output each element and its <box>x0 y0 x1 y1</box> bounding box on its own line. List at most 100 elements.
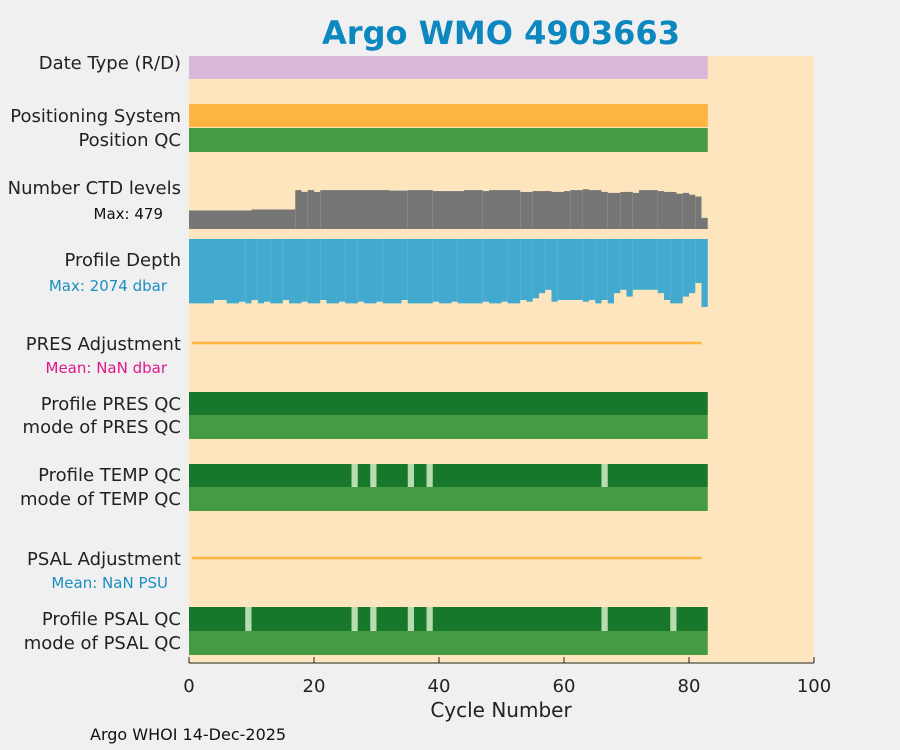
ctd-levels-bar <box>489 190 521 229</box>
position-qc-bar <box>189 128 708 152</box>
profile-depth-bar <box>551 239 558 302</box>
ctd-levels-bar <box>520 191 533 229</box>
ctd-levels-bar <box>620 191 633 229</box>
ctd-levels-bar <box>570 190 583 229</box>
temp-qc-flag <box>370 464 377 487</box>
ctd-levels-bar <box>682 192 689 229</box>
mode-psal-qc-bar <box>189 631 708 655</box>
label-profile-depth: Profile Depth <box>64 250 181 271</box>
ctd-levels-bar <box>301 191 308 229</box>
profile-depth-bar <box>326 239 339 304</box>
label-profile-psal-qc: Profile PSAL QC <box>42 609 181 630</box>
profile-depth-bar <box>614 239 621 294</box>
chart-bars <box>189 56 708 655</box>
psal-qc-flag <box>601 607 608 631</box>
x-tick-label: 60 <box>553 676 576 697</box>
plot-background <box>189 56 814 663</box>
label-profile-temp-qc: Profile TEMP QC <box>38 465 181 486</box>
profile-depth-bar <box>520 239 527 300</box>
profile-psal-qc-bar <box>189 607 708 631</box>
profile-depth-bar <box>357 239 364 302</box>
psal-qc-flag <box>370 607 377 631</box>
profile-pres-qc-bar <box>189 392 708 415</box>
row-labels: Date Type (R/D) Positioning System Positio… <box>8 53 181 654</box>
profile-depth-bar <box>682 239 689 297</box>
ctd-levels-bar <box>664 191 677 229</box>
ctd-levels-bar <box>601 191 608 229</box>
profile-depth-bar <box>339 239 346 302</box>
ctd-levels-bar <box>482 191 489 229</box>
profile-depth-bar <box>620 239 627 290</box>
profile-depth-bar <box>689 239 696 294</box>
psal-qc-flag <box>351 607 358 631</box>
profile-depth-bar <box>632 239 658 290</box>
temp-qc-flag <box>351 464 358 487</box>
psal-qc-flag <box>426 607 433 631</box>
profile-depth-bar <box>289 239 302 304</box>
mode-temp-qc-bar <box>189 487 708 511</box>
profile-depth-bar <box>451 239 458 302</box>
temp-qc-flag <box>426 464 433 487</box>
qc-flag-marks <box>245 464 677 631</box>
x-tick-label: 100 <box>797 676 831 697</box>
psal-qc-flag <box>670 607 677 631</box>
profile-depth-bar <box>251 239 258 300</box>
label-ctd-max: Max: 479 <box>94 205 163 223</box>
label-profile-pres-qc: Profile PRES QC <box>41 394 181 415</box>
profile-depth-bar <box>345 239 358 304</box>
ctd-levels-bar <box>639 190 658 229</box>
temp-qc-flag <box>407 464 414 487</box>
profile-depth-bar <box>489 239 502 304</box>
date-type-bar <box>189 56 708 79</box>
label-psal-adjustment: PSAL Adjustment <box>27 549 181 570</box>
profile-depth-bar <box>364 239 377 304</box>
ctd-levels-bar <box>189 210 252 229</box>
label-psal-mean: Mean: NaN PSU <box>51 574 168 592</box>
profile-depth-bar <box>607 239 614 304</box>
ctd-levels-bar <box>307 190 314 229</box>
x-tick-label: 80 <box>678 676 701 697</box>
profile-depth-bar <box>589 239 596 300</box>
ctd-levels-bar <box>251 209 296 229</box>
mode-pres-qc-bar <box>189 415 708 439</box>
label-position-qc: Position QC <box>78 130 181 151</box>
profile-depth-bar <box>407 239 433 304</box>
label-mode-temp-qc: mode of TEMP QC <box>20 489 181 510</box>
positioning-system-bar <box>189 104 708 127</box>
profile-depth-bar <box>264 239 271 302</box>
profile-depth-bar <box>526 239 533 302</box>
ctd-levels-bar <box>564 191 571 229</box>
ctd-levels-bar <box>295 190 302 229</box>
profile-depth-bar <box>270 239 283 304</box>
ctd-levels-bar <box>389 190 408 229</box>
ctd-levels-bar <box>676 193 683 229</box>
profile-depth-bar <box>282 239 289 300</box>
ctd-levels-bar <box>532 191 552 229</box>
profile-depth-bar <box>626 239 633 297</box>
ctd-levels-bar <box>464 190 483 229</box>
profile-depth-bar <box>257 239 264 304</box>
profile-depth-bar <box>239 239 246 302</box>
psal-qc-flag <box>245 607 252 631</box>
profile-depth-bar <box>301 239 308 302</box>
ctd-levels-bar <box>551 191 564 229</box>
profile-depth-bar <box>532 239 539 299</box>
ctd-levels-bar <box>607 192 621 229</box>
profile-depth-bar <box>482 239 489 302</box>
profile-depth-bar <box>401 239 408 300</box>
label-positioning-system: Positioning System <box>10 106 181 127</box>
profile-depth-bar <box>307 239 321 304</box>
profile-depth-bar <box>595 239 602 304</box>
profile-depth-bar <box>695 239 702 283</box>
x-axis-ticks: 0 20 40 60 80 100 <box>183 657 831 697</box>
profile-depth-bar <box>601 239 608 300</box>
label-depth-max: Max: 2074 dbar <box>49 277 168 295</box>
profile-depth-bar <box>320 239 327 300</box>
label-pres-adjustment: PRES Adjustment <box>26 334 181 355</box>
profile-depth-bar <box>582 239 589 302</box>
profile-depth-bar <box>376 239 383 302</box>
ctd-levels-bar <box>407 190 433 229</box>
ctd-levels-bar <box>314 191 321 229</box>
x-axis-label: Cycle Number <box>430 698 572 722</box>
ctd-levels-bar <box>695 196 702 229</box>
